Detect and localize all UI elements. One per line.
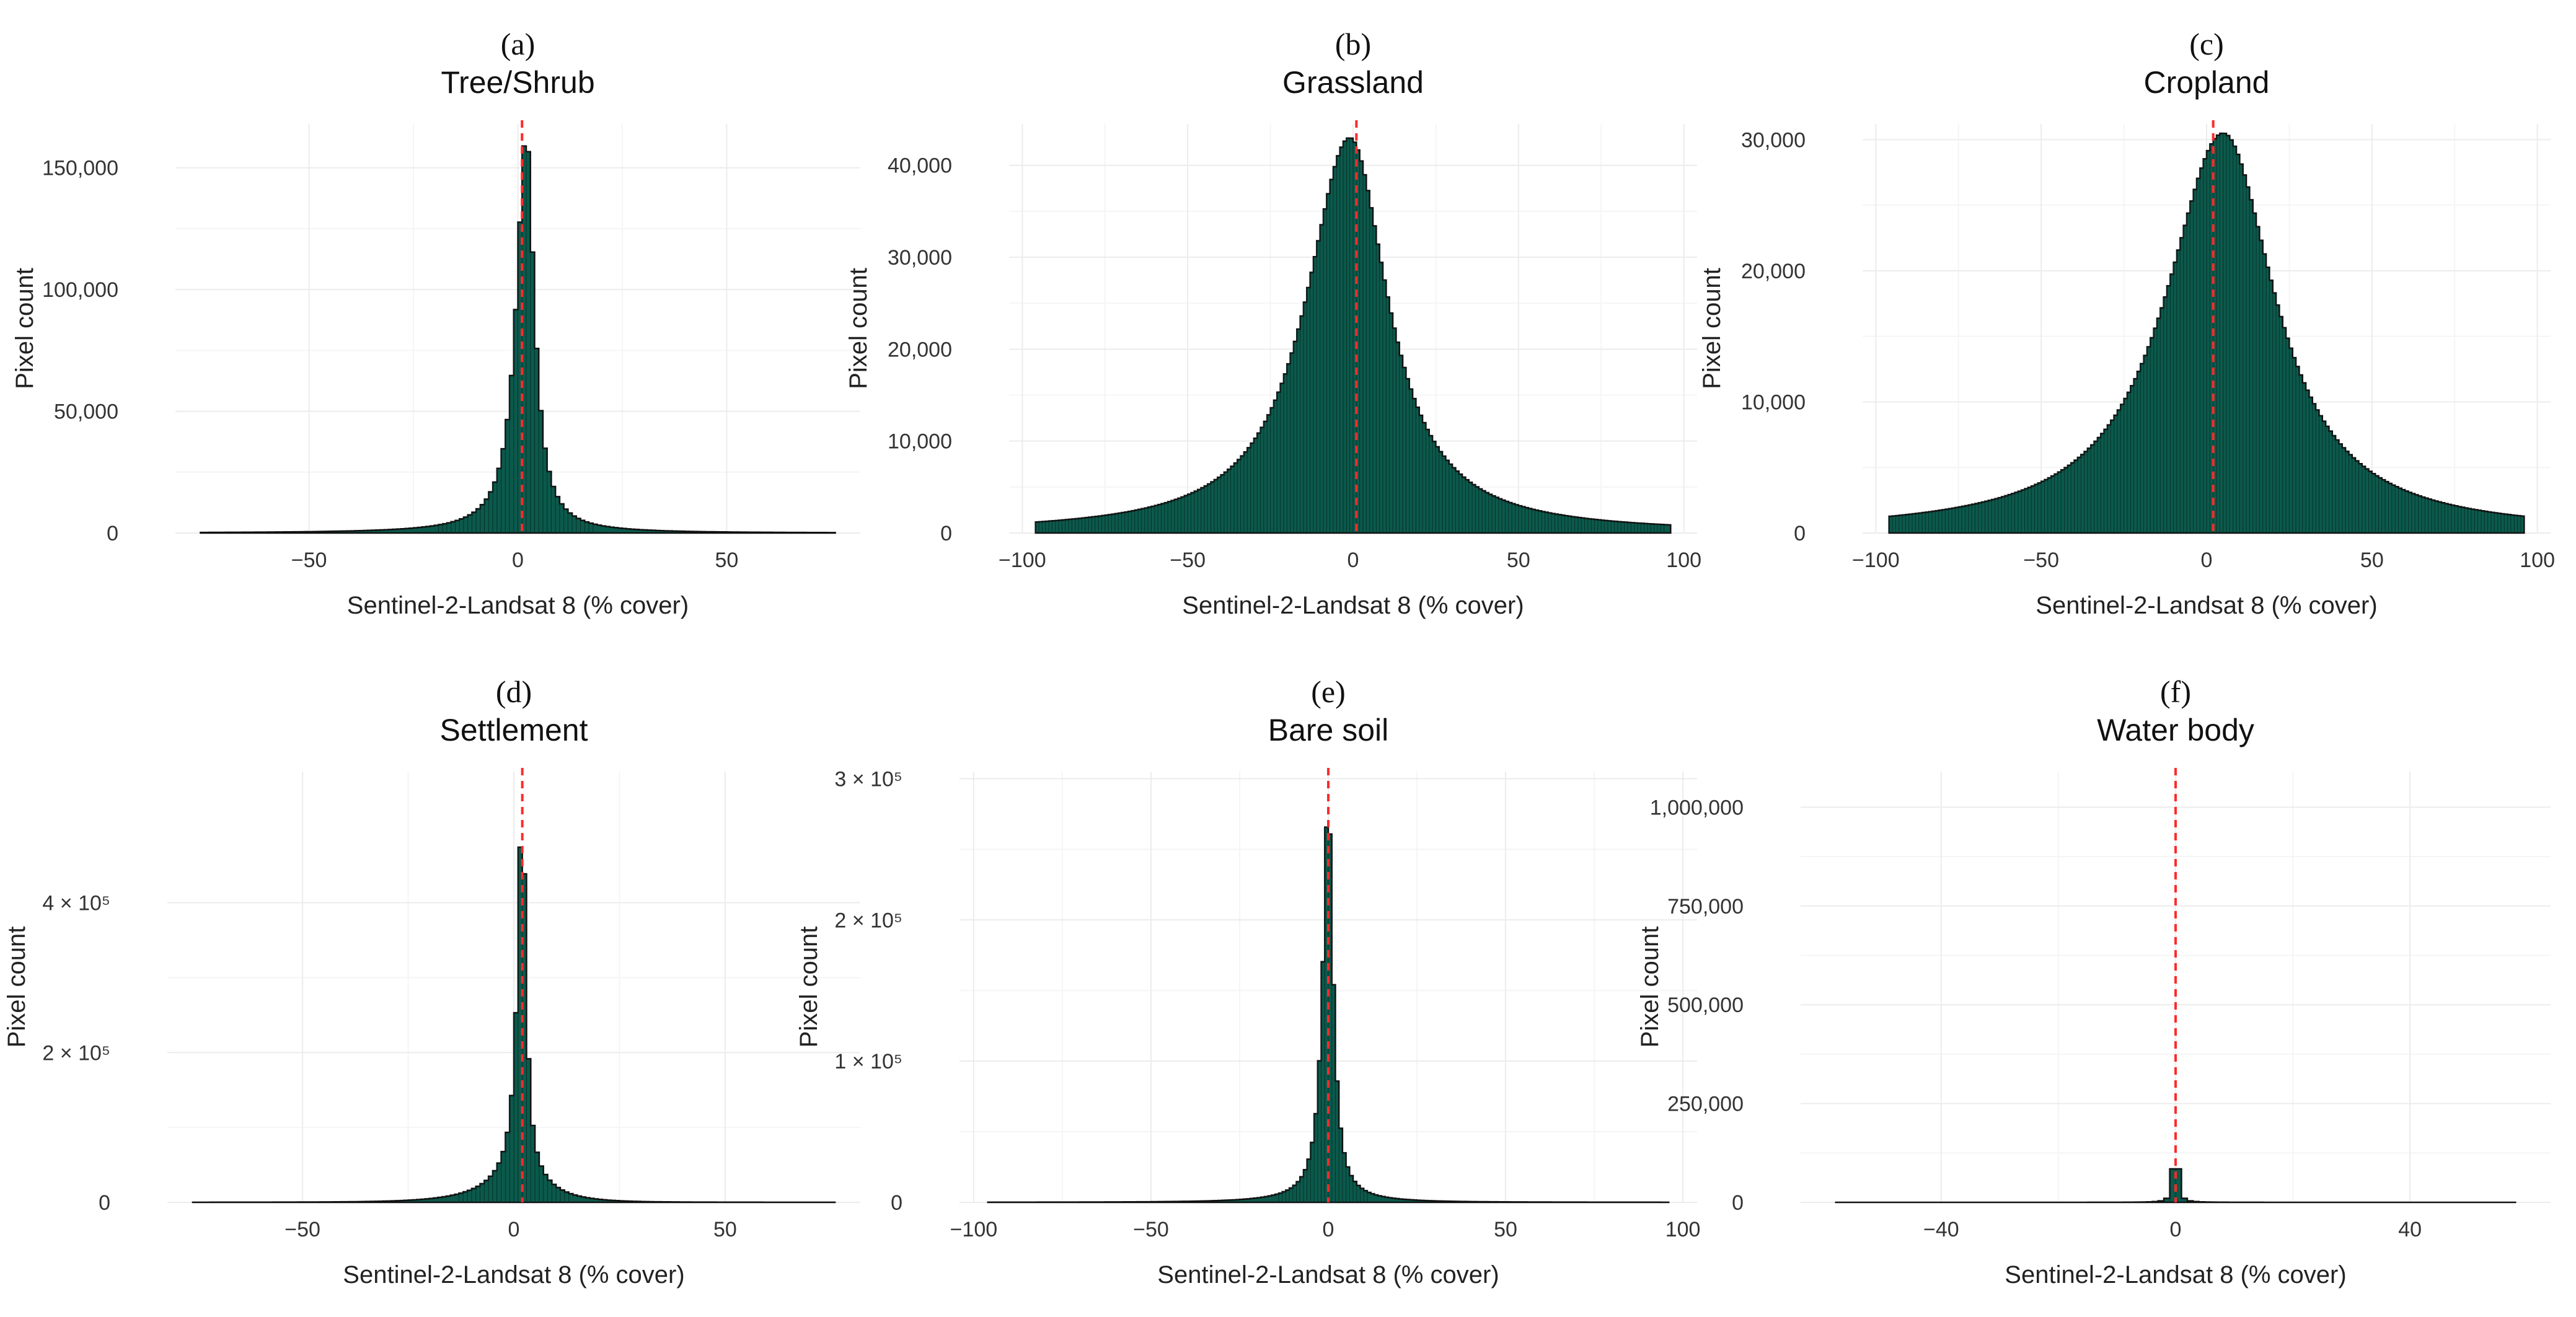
x-axis-title: Sentinel-2-Landsat 8 (% cover) [2036, 592, 2377, 619]
x-axis-title: Sentinel-2-Landsat 8 (% cover) [2005, 1261, 2346, 1288]
y-tick-label: 20,000 [888, 338, 952, 361]
y-tick-label: 0 [107, 522, 118, 545]
y-tick-label: 1,000,000 [1650, 796, 1744, 819]
panel-letter: (e) [1311, 674, 1346, 709]
y-tick-label: 4 × 10⁵ [42, 892, 110, 915]
x-tick-label: 0 [508, 1218, 520, 1241]
x-tick-label: 100 [1665, 1218, 1701, 1241]
panel-title: Cropland [2144, 65, 2270, 100]
y-axis-title: Pixel count [1636, 927, 1664, 1048]
panel-title: Bare soil [1268, 713, 1389, 747]
x-tick-label: 50 [1494, 1218, 1517, 1241]
x-tick-label: 50 [2360, 548, 2384, 572]
y-tick-label: 10,000 [888, 430, 952, 454]
x-tick-label: −100 [999, 548, 1046, 572]
x-tick-label: −50 [291, 548, 327, 572]
y-axis-title: Pixel count [11, 268, 38, 389]
y-tick-label: 750,000 [1667, 895, 1744, 918]
y-axis-title: Pixel count [845, 268, 872, 389]
panel-f: −40 0 40 0 250,000 500,000 750,000 1,000,000 (f)… [1636, 674, 2551, 1288]
panel-letter: (c) [2189, 27, 2224, 61]
y-tick-label: 150,000 [42, 157, 118, 180]
x-tick-label: −100 [950, 1218, 998, 1241]
x-tick-label: −50 [285, 1218, 320, 1241]
y-axis-title: Pixel count [3, 927, 30, 1048]
panel-a: −50 0 50 0 50,000 100,000 150,000 (a) Tree/Shrub… [11, 27, 860, 619]
x-tick-label: 0 [2201, 548, 2213, 572]
y-tick-label: 0 [1732, 1191, 1744, 1215]
y-tick-label: 250,000 [1667, 1093, 1744, 1116]
panel-title: Settlement [439, 713, 588, 747]
y-tick-label: 500,000 [1667, 993, 1744, 1017]
x-tick-label: 0 [1348, 548, 1359, 572]
x-tick-label: 50 [713, 1218, 737, 1241]
x-tick-label: −100 [1852, 548, 1900, 572]
x-tick-label: −50 [2023, 548, 2059, 572]
x-axis-title: Sentinel-2-Landsat 8 (% cover) [1157, 1261, 1499, 1288]
y-tick-label: 50,000 [54, 400, 118, 424]
y-tick-label: 0 [891, 1191, 902, 1215]
y-tick-label: 0 [1794, 522, 1806, 545]
y-tick-label: 30,000 [1741, 128, 1806, 152]
panel-letter: (a) [501, 27, 536, 61]
panel-d: −50 0 50 0 2 × 10⁵ 4 × 10⁵ (d) Settlement Sentin… [3, 674, 860, 1288]
y-axis-title: Pixel count [1698, 268, 1726, 389]
y-tick-label: 20,000 [1741, 260, 1806, 283]
x-axis-title: Sentinel-2-Landsat 8 (% cover) [343, 1261, 684, 1288]
panel-e: −100 −50 0 50 100 0 1 × 10⁵ 2 × 10⁵ 3 × 10⁵ (e) Ba… [795, 674, 1700, 1288]
panel-letter: (d) [496, 674, 532, 709]
panel-title: Water body [2097, 713, 2254, 747]
x-tick-label: 50 [1507, 548, 1530, 572]
panel-title: Tree/Shrub [441, 65, 594, 100]
panel-letter: (f) [2160, 674, 2191, 709]
y-tick-label: 2 × 10⁵ [834, 909, 902, 932]
x-axis-title: Sentinel-2-Landsat 8 (% cover) [347, 592, 689, 619]
y-tick-label: 100,000 [42, 278, 118, 302]
y-tick-label: 1 × 10⁵ [834, 1050, 902, 1073]
panel-b: −100 −50 0 50 100 0 10,000 20,000 30,000 40,000 (b… [845, 27, 1701, 619]
y-axis-title: Pixel count [795, 927, 823, 1048]
x-tick-label: 0 [2170, 1218, 2182, 1241]
y-tick-label: 0 [940, 522, 952, 545]
x-tick-label: −40 [1923, 1218, 1959, 1241]
panel-c: −100 −50 0 50 100 0 10,000 20,000 30,000 (c) Cropl… [1698, 27, 2555, 619]
panel-letter: (b) [1335, 27, 1371, 61]
y-tick-label: 3 × 10⁵ [834, 767, 902, 791]
panel-title: Grassland [1282, 65, 1424, 100]
x-tick-label: 100 [1666, 548, 1701, 572]
x-tick-label: 0 [1323, 1218, 1334, 1241]
x-axis-title: Sentinel-2-Landsat 8 (% cover) [1182, 592, 1524, 619]
y-tick-label: 0 [99, 1191, 110, 1215]
y-tick-label: 10,000 [1741, 390, 1806, 414]
x-tick-label: −50 [1133, 1218, 1169, 1241]
x-tick-label: 0 [512, 548, 524, 572]
y-tick-label: 30,000 [888, 246, 952, 270]
x-tick-label: 100 [2520, 548, 2555, 572]
x-tick-label: −50 [1170, 548, 1206, 572]
y-tick-label: 2 × 10⁵ [42, 1041, 110, 1065]
x-tick-label: 50 [715, 548, 738, 572]
y-tick-label: 40,000 [888, 154, 952, 178]
x-tick-label: 40 [2398, 1218, 2422, 1241]
